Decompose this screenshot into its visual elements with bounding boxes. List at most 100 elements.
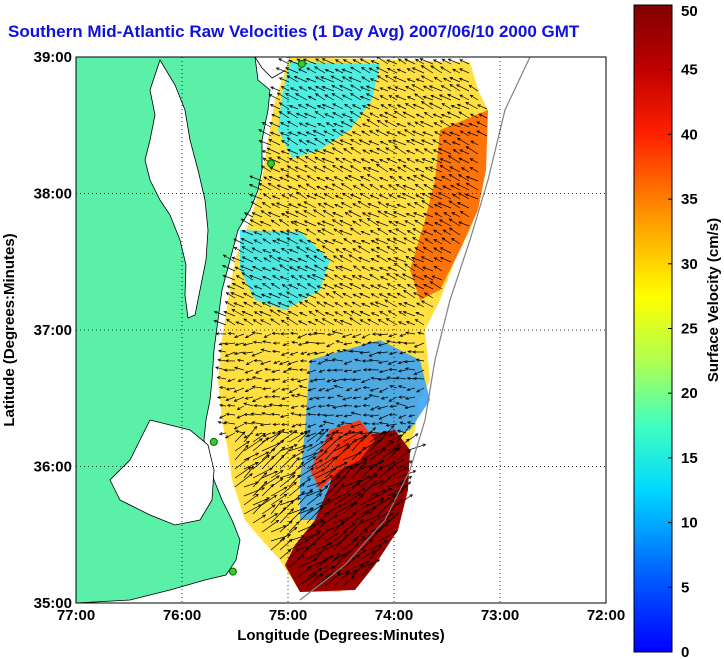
velocity-arrowhead: [370, 407, 374, 411]
velocity-arrowhead: [226, 318, 230, 323]
velocity-arrowhead: [309, 488, 313, 493]
velocity-arrow: [303, 210, 317, 218]
velocity-arrow: [354, 405, 362, 407]
velocity-arrowhead: [386, 158, 391, 162]
velocity-arrowhead: [465, 175, 470, 179]
velocity-arrow: [351, 488, 366, 497]
velocity-arrowhead: [369, 194, 374, 198]
velocity-arrowhead: [384, 75, 389, 79]
velocity-arrowhead: [358, 256, 363, 260]
velocity-arrow: [413, 369, 425, 375]
velocity-arrow: [404, 58, 416, 65]
velocity-arrowhead: [352, 396, 357, 400]
velocity-arrow: [385, 147, 398, 155]
velocity-arrow: [352, 293, 362, 299]
velocity-arrowhead: [357, 245, 362, 249]
velocity-arrow: [476, 130, 488, 137]
velocity-arrow: [343, 310, 353, 317]
velocity-arrow: [429, 166, 443, 173]
velocity-arrow: [314, 291, 326, 299]
velocity-arrow: [315, 468, 334, 479]
velocity-arrow: [458, 111, 470, 119]
velocity-arrowhead: [235, 275, 240, 279]
velocity-arrowhead: [360, 183, 364, 187]
velocity-arrowhead: [396, 203, 401, 207]
velocity-arrowhead: [306, 194, 310, 198]
velocity-arrowhead: [282, 369, 287, 373]
velocity-arrow: [387, 246, 398, 254]
velocity-arrowhead: [293, 220, 298, 224]
velocity-arrow: [358, 245, 371, 254]
velocity-arrow: [236, 414, 245, 419]
velocity-arrow: [270, 318, 281, 326]
velocity-arrowhead: [310, 467, 314, 471]
velocity-arrowhead: [388, 367, 392, 372]
velocity-arrowhead: [295, 521, 300, 525]
velocity-arrowhead: [416, 389, 420, 393]
velocity-arrowhead: [374, 474, 378, 478]
velocity-arrowhead: [389, 385, 393, 389]
velocity-arrowhead: [225, 397, 230, 402]
velocity-arrowhead: [269, 104, 274, 108]
velocity-arrow: [297, 203, 308, 209]
velocity-arrow: [359, 293, 371, 299]
velocity-arrowhead: [251, 398, 256, 402]
y-tick-label: 36:00: [34, 459, 72, 476]
velocity-arrow: [397, 292, 407, 299]
velocity-arrowhead: [392, 494, 396, 498]
velocity-arrowhead: [266, 454, 270, 459]
velocity-arrow: [342, 576, 355, 587]
velocity-arrowhead: [312, 523, 317, 527]
velocity-arrow: [412, 274, 425, 281]
velocity-arrow: [477, 104, 488, 110]
velocity-arrowhead: [332, 112, 336, 116]
velocity-arrowhead: [314, 66, 318, 70]
velocity-arrowhead: [263, 395, 268, 399]
velocity-arrowhead: [321, 220, 326, 224]
velocity-arrowhead: [271, 229, 276, 233]
velocity-arrow: [252, 472, 267, 488]
velocity-arrow: [236, 321, 245, 326]
velocity-arrowhead: [352, 158, 356, 162]
velocity-arrow: [379, 293, 389, 299]
velocity-arrowhead: [226, 285, 231, 289]
velocity-arrow: [440, 257, 452, 263]
velocity-arrowhead: [431, 157, 436, 161]
velocity-arrow: [260, 221, 272, 227]
velocity-field-cyan-north: [278, 62, 380, 158]
velocity-arrow: [396, 481, 411, 497]
velocity-arrow: [219, 432, 227, 435]
velocity-arrow: [308, 95, 317, 101]
velocity-arrowhead: [255, 481, 259, 485]
velocity-arrow: [370, 284, 380, 290]
velocity-arrow: [234, 466, 251, 479]
velocity-arrowhead: [414, 183, 419, 188]
velocity-arrowhead: [338, 84, 343, 88]
velocity-arrowhead: [236, 406, 241, 410]
velocity-arrow: [281, 194, 290, 200]
velocity-arrowhead: [330, 75, 335, 79]
velocity-arrowhead: [362, 385, 367, 390]
velocity-arrowhead: [246, 457, 250, 461]
velocity-arrow: [368, 342, 380, 344]
velocity-arrow: [395, 95, 407, 101]
velocity-arrow: [305, 149, 317, 155]
velocity-arrowhead: [323, 256, 328, 260]
velocity-arrowhead: [366, 475, 371, 479]
velocity-arrow: [415, 148, 425, 155]
velocity-arrow: [393, 238, 407, 245]
velocity-arrow: [281, 140, 290, 146]
velocity-arrowhead: [287, 185, 292, 189]
velocity-arrowhead: [262, 249, 266, 253]
velocity-arrow: [341, 202, 353, 209]
velocity-arrow: [352, 333, 362, 338]
velocity-arrowhead: [280, 168, 284, 172]
velocity-arrowhead: [253, 239, 258, 243]
velocity-arrow: [388, 360, 398, 365]
velocity-arrowhead: [403, 302, 408, 306]
velocity-arrowhead: [216, 376, 221, 380]
velocity-arrow: [403, 111, 416, 119]
velocity-arrowhead: [217, 358, 222, 362]
velocity-arrow: [332, 331, 344, 335]
velocity-arrowhead: [408, 475, 413, 480]
